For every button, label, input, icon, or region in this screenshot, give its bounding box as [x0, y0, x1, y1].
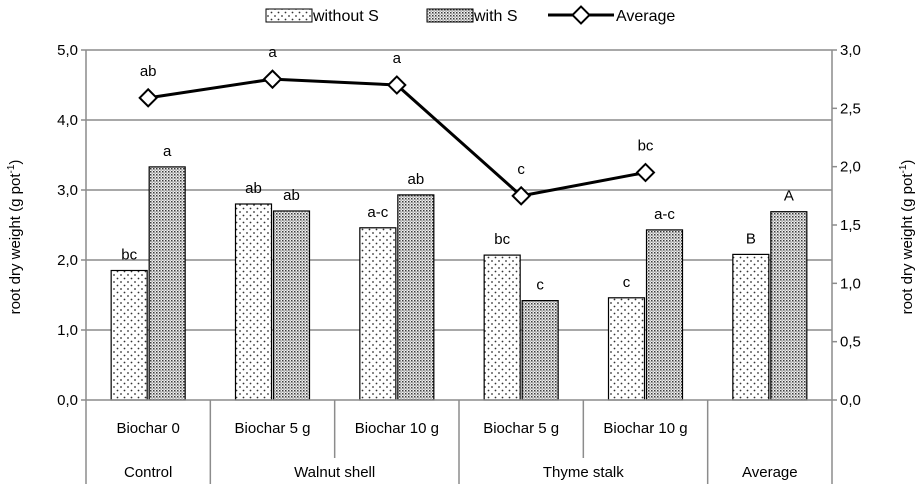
x-group-label: Average: [742, 464, 798, 481]
average-point: [511, 185, 532, 206]
x-axis-table: Biochar 0 Biochar 5 g Biochar 10 g Biochar …: [85, 399, 833, 484]
x-category-label: Biochar 5 g: [235, 420, 311, 437]
x-group-label: Walnut shell: [294, 464, 375, 481]
bar-significance-label: bc: [494, 231, 510, 248]
y-tick-label-right: 2,5: [840, 100, 861, 117]
average-significance-label: ab: [140, 63, 157, 80]
average-line: [147, 77, 646, 198]
average-point: [138, 87, 159, 108]
bar-significance-label: A: [784, 188, 794, 205]
y-tick-label-right: 2,0: [840, 159, 861, 176]
bar-with-s: [521, 300, 559, 401]
bar-without-s: [110, 269, 148, 401]
bar-significance-label: ab: [283, 187, 300, 204]
bar-with-s: [770, 211, 808, 401]
x-group-label: Control: [124, 464, 172, 481]
y-tick-label-right: 3,0: [840, 42, 861, 59]
y-tick-label-left: 5,0: [57, 42, 78, 59]
bar-with-s: [272, 210, 311, 401]
y-tick-label-left: 2,0: [57, 252, 78, 269]
y-tick-label-right: 1,0: [840, 275, 861, 292]
axes-layer: 0,0 1,0 2,0 3,0 4,0 5,0 0,0 0,5 1,0 1,5 2,0 2,5 3,0: [57, 42, 861, 409]
x-category-label: Biochar 0: [116, 420, 179, 437]
bar-with-s: [148, 166, 186, 401]
x-category-label: Biochar 10 g: [603, 420, 687, 437]
gridlines: [86, 49, 832, 331]
y-tick-label-left: 1,0: [57, 322, 78, 339]
y-tick-label-right: 1,5: [840, 217, 861, 234]
legend-label-average: Average: [616, 8, 675, 25]
legend-swatch-without-s: [265, 8, 313, 23]
bar-significance-label: c: [536, 277, 544, 294]
bar-without-s: [234, 203, 273, 401]
legend-swatch-with-s: [426, 8, 474, 23]
average-significance-label: a: [268, 44, 277, 61]
bar-significance-label: ab: [407, 171, 424, 188]
average-point: [386, 75, 407, 95]
bar-significance-label: B: [746, 230, 756, 247]
bar-significance-label: ab: [245, 180, 262, 197]
y-tick-label-left: 4,0: [57, 112, 78, 129]
bar-without-s: [359, 227, 397, 401]
x-group-label: Thyme stalk: [543, 464, 624, 481]
legend-label-without-s: without S: [312, 8, 379, 25]
bar-without-s: [483, 254, 521, 401]
legend: without S with S Average: [265, 5, 675, 25]
x-category-label: Biochar 10 g: [355, 420, 439, 437]
bar-without-s: [607, 297, 646, 401]
y-axis-title-left: root dry weight (g pot-1): [6, 160, 24, 315]
bars-layer: [110, 166, 808, 401]
y-tick-label-left: 3,0: [57, 182, 78, 199]
y-tick-label-right: 0,5: [840, 334, 861, 351]
y-axis-title-right: root dry weight (g pot-1): [898, 160, 916, 315]
average-point: [635, 162, 656, 183]
legend-marker-average: [571, 5, 591, 25]
bar-significance-label: bc: [121, 247, 137, 264]
bar-significance-label: a-c: [367, 204, 388, 221]
bar-significance-label: a: [163, 143, 172, 160]
x-category-label: Biochar 5 g: [483, 420, 559, 437]
legend-label-with-s: with S: [473, 8, 518, 25]
bar-with-s: [645, 229, 684, 401]
average-significance-label: c: [517, 161, 525, 178]
average-significance-label: a: [393, 50, 402, 67]
average-line-layer: [138, 69, 656, 206]
y-tick-label-right: 0,0: [840, 392, 861, 409]
y-tick-label-left: 0,0: [57, 392, 78, 409]
bar-significance-label: c: [623, 274, 631, 291]
average-significance-label: bc: [638, 138, 654, 155]
bar-significance-label: a-c: [654, 206, 675, 223]
data-labels-layer: bc ab a-c bc c Ba ab ab c a-c Aab a a c bc: [121, 44, 794, 293]
bar-without-s: [732, 253, 770, 401]
bar-with-s: [397, 194, 435, 401]
average-point: [262, 69, 283, 90]
